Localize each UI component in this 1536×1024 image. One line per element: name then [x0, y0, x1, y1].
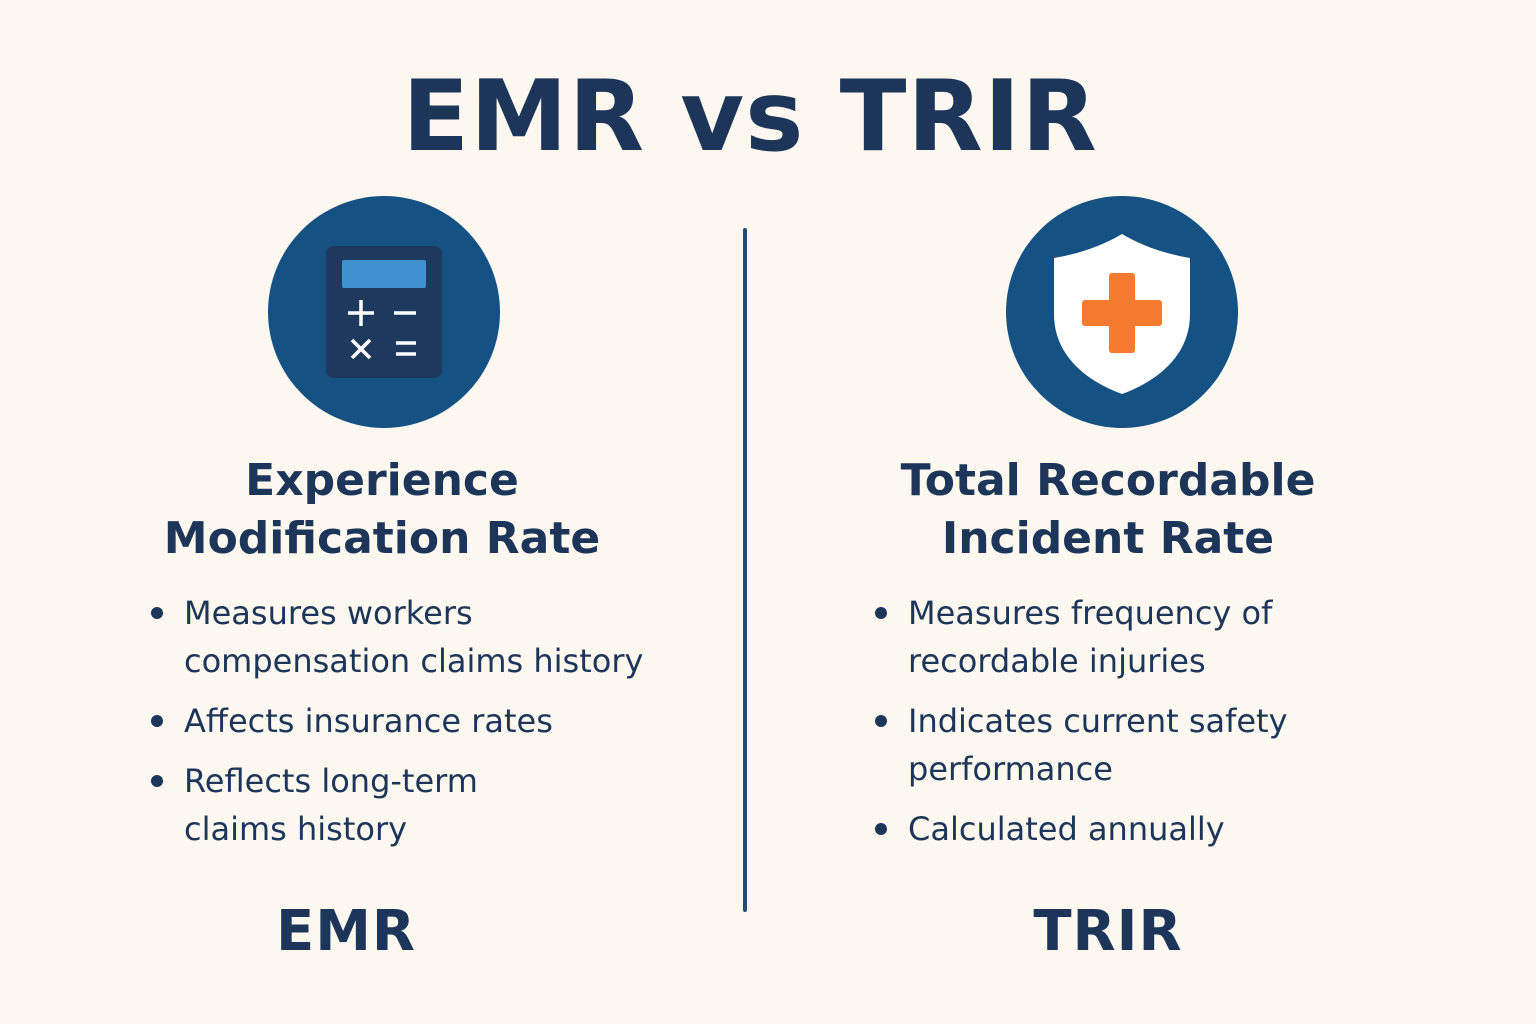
- bullet-line: Calculated annually: [908, 810, 1225, 848]
- bullet-line: recordable injuries: [908, 642, 1206, 680]
- bullet-line: Affects insurance rates: [184, 702, 553, 740]
- trir-title-line1: Total Recordable: [900, 455, 1316, 506]
- list-item: Indicates current safety performance: [872, 697, 1472, 793]
- bullet-line: Measures frequency of: [908, 594, 1273, 632]
- bullet-line: performance: [908, 750, 1113, 788]
- emr-bullet-list: Measures workers compensation claims his…: [148, 589, 708, 865]
- trir-title-line2: Incident Rate: [941, 513, 1275, 564]
- shield-medical-icon: [1006, 196, 1238, 428]
- list-item: Calculated annually: [872, 805, 1472, 853]
- list-item: Reflects long-term claims history: [148, 757, 708, 853]
- emr-title-line1: Experience: [245, 455, 519, 506]
- trir-full-name: Total Recordable Incident Rate: [858, 452, 1358, 568]
- bullet-line: claims history: [184, 810, 408, 848]
- bullet-line: Measures workers: [184, 594, 473, 632]
- list-item: Measures workers compensation claims his…: [148, 589, 708, 685]
- calculator-icon: [268, 196, 500, 428]
- bullet-line: Indicates current safety: [908, 702, 1288, 740]
- trir-bullet-list: Measures frequency of recordable injurie…: [872, 589, 1472, 865]
- trir-abbreviation: TRIR: [1033, 899, 1183, 964]
- emr-abbreviation: EMR: [275, 899, 417, 964]
- emr-title-line2: Modification Rate: [163, 513, 601, 564]
- list-item: Affects insurance rates: [148, 697, 708, 745]
- column-divider: [743, 228, 747, 912]
- page-title: EMR vs TRIR: [402, 60, 1098, 174]
- list-item: Measures frequency of recordable injurie…: [872, 589, 1472, 685]
- emr-full-name: Experience Modification Rate: [132, 452, 632, 568]
- bullet-line: Reflects long-term: [184, 762, 478, 800]
- bullet-line: compensation claims history: [184, 642, 644, 680]
